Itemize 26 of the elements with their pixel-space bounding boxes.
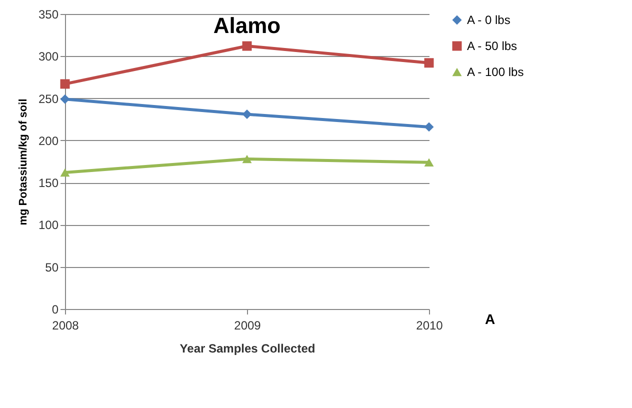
- legend-label: A - 50 lbs: [467, 39, 518, 53]
- point: [242, 41, 252, 51]
- x-tick-label: 2008: [52, 318, 80, 332]
- y-tick-label: 200: [38, 134, 59, 148]
- y-tick-label: 100: [38, 218, 59, 232]
- y-tick-label: 150: [38, 176, 59, 190]
- y-tick-label: 250: [38, 92, 59, 106]
- point: [424, 58, 434, 68]
- y-axis-title: mg Potassium/kg of soil: [17, 98, 30, 226]
- point: [60, 79, 70, 89]
- x-tick-label: 2009: [234, 318, 262, 332]
- y-tick-label: 350: [38, 8, 59, 22]
- x-axis-title: Year Samples Collected: [180, 342, 316, 356]
- text: A: [485, 311, 496, 327]
- point: [424, 158, 434, 166]
- legend-label: A - 0 lbs: [467, 13, 510, 27]
- y-tick-label: 50: [45, 260, 59, 274]
- y-tick-label: 0: [52, 302, 59, 316]
- point: [424, 122, 434, 132]
- point: [242, 154, 252, 164]
- point: [60, 168, 70, 177]
- y-tick-label: 300: [38, 50, 59, 64]
- chart-title: Alamo: [213, 13, 281, 38]
- x-tick-label: 2010: [416, 318, 444, 332]
- legend-label: A - 100 lbs: [467, 65, 524, 79]
- point: [242, 110, 252, 120]
